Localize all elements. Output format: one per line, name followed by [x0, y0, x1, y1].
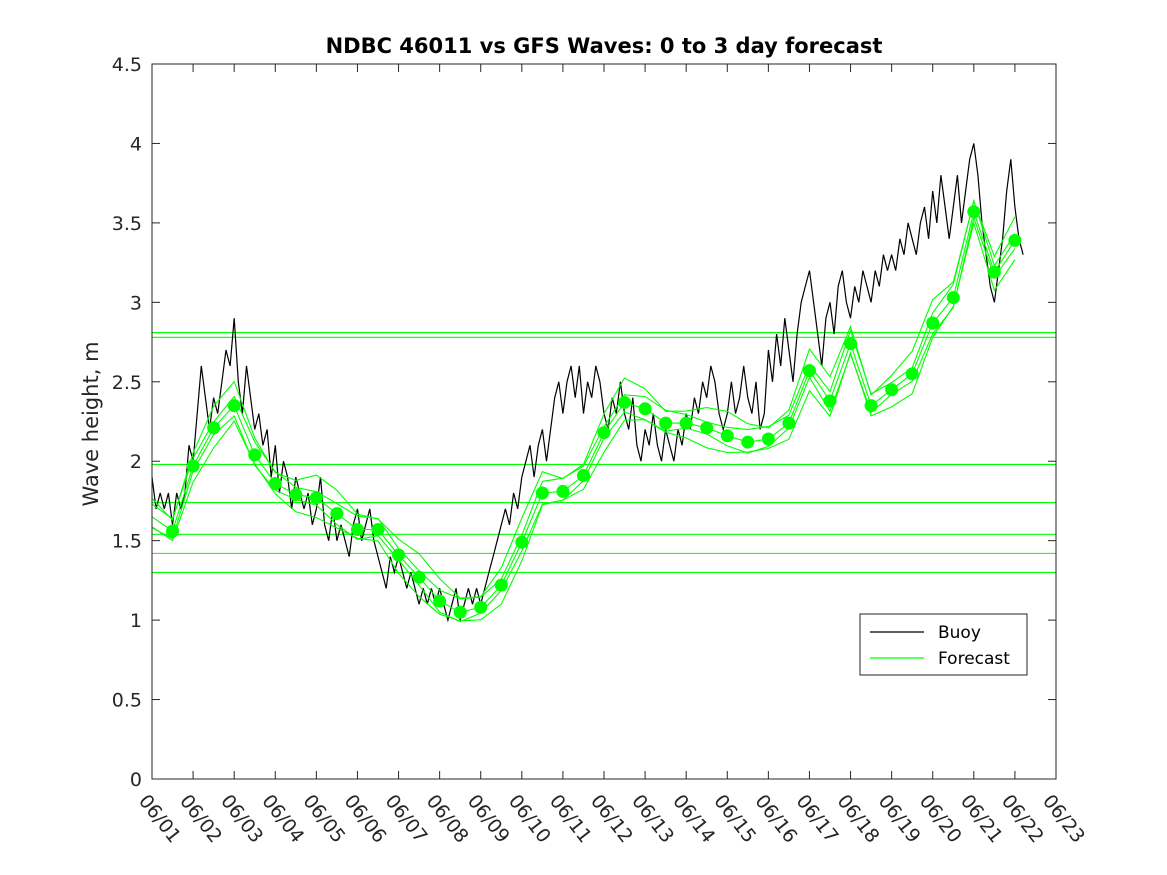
forecast-point-18	[535, 486, 549, 500]
forecast-point-25	[679, 416, 693, 430]
forecast-point-35	[885, 383, 899, 397]
forecast-point-31	[802, 364, 816, 378]
forecast-point-5	[268, 476, 282, 490]
forecast-point-0	[166, 524, 180, 538]
legend: Buoy Forecast	[859, 613, 1028, 676]
forecast-point-9	[350, 523, 364, 537]
forecast-point-21	[597, 426, 611, 440]
forecast-point-12	[412, 570, 426, 584]
forecast-point-34	[864, 399, 878, 413]
y-axis-label: Wave height, m	[79, 341, 103, 506]
forecast-point-6	[289, 488, 303, 502]
buoy-series-line	[152, 143, 1024, 623]
forecast-point-7	[309, 491, 323, 505]
y-tick-label-4: 2	[130, 451, 142, 473]
forecast-point-14	[453, 605, 467, 619]
y-tick-label-2: 1	[130, 610, 142, 632]
forecast-point-10	[371, 523, 385, 537]
forecast-point-3	[227, 399, 241, 413]
y-tick-label-1: 0.5	[112, 690, 142, 712]
forecast-point-8	[330, 507, 344, 521]
forecast-point-19	[556, 484, 570, 498]
forecast-point-24	[659, 416, 673, 430]
forecast-point-30	[782, 416, 796, 430]
forecast-point-17	[515, 535, 529, 549]
forecast-point-40	[987, 265, 1001, 279]
forecast-point-33	[844, 337, 858, 351]
y-tick-label-3: 1.5	[112, 531, 142, 553]
forecast-point-23	[638, 402, 652, 416]
y-tick-label-6: 3	[130, 292, 142, 314]
forecast-point-29	[761, 432, 775, 446]
legend-box	[859, 613, 1028, 676]
legend-label-1: Forecast	[938, 649, 1010, 669]
y-tick-label-9: 4.5	[112, 54, 142, 76]
forecast-point-20	[576, 469, 590, 483]
y-tick-label-8: 4	[130, 133, 142, 155]
forecast-point-41	[1008, 233, 1022, 247]
forecast-point-2	[207, 421, 221, 435]
chart-title: NDBC 46011 vs GFS Waves: 0 to 3 day fore…	[326, 34, 883, 58]
plot-inner	[152, 143, 1056, 623]
forecast-point-22	[618, 395, 632, 409]
legend-label-0: Buoy	[938, 623, 981, 643]
forecast-point-32	[823, 394, 837, 408]
forecast-point-37	[926, 316, 940, 330]
forecast-ensemble-line-3	[152, 199, 1016, 599]
forecast-point-15	[474, 600, 488, 614]
forecast-point-27	[720, 429, 734, 443]
forecast-point-39	[967, 205, 981, 219]
forecast-point-28	[741, 435, 755, 449]
forecast-ensemble-line-4	[152, 221, 1016, 622]
y-tick-label-5: 2.5	[112, 372, 142, 394]
forecast-point-1	[186, 459, 200, 473]
y-tick-label-7: 3.5	[112, 213, 142, 235]
forecast-point-13	[433, 594, 447, 608]
forecast-point-11	[392, 548, 406, 562]
forecast-point-36	[905, 367, 919, 381]
forecast-point-26	[700, 421, 714, 435]
y-tick-label-0: 0	[130, 769, 142, 791]
forecast-point-4	[248, 448, 262, 462]
forecast-point-16	[494, 578, 508, 592]
forecast-point-38	[946, 291, 960, 305]
